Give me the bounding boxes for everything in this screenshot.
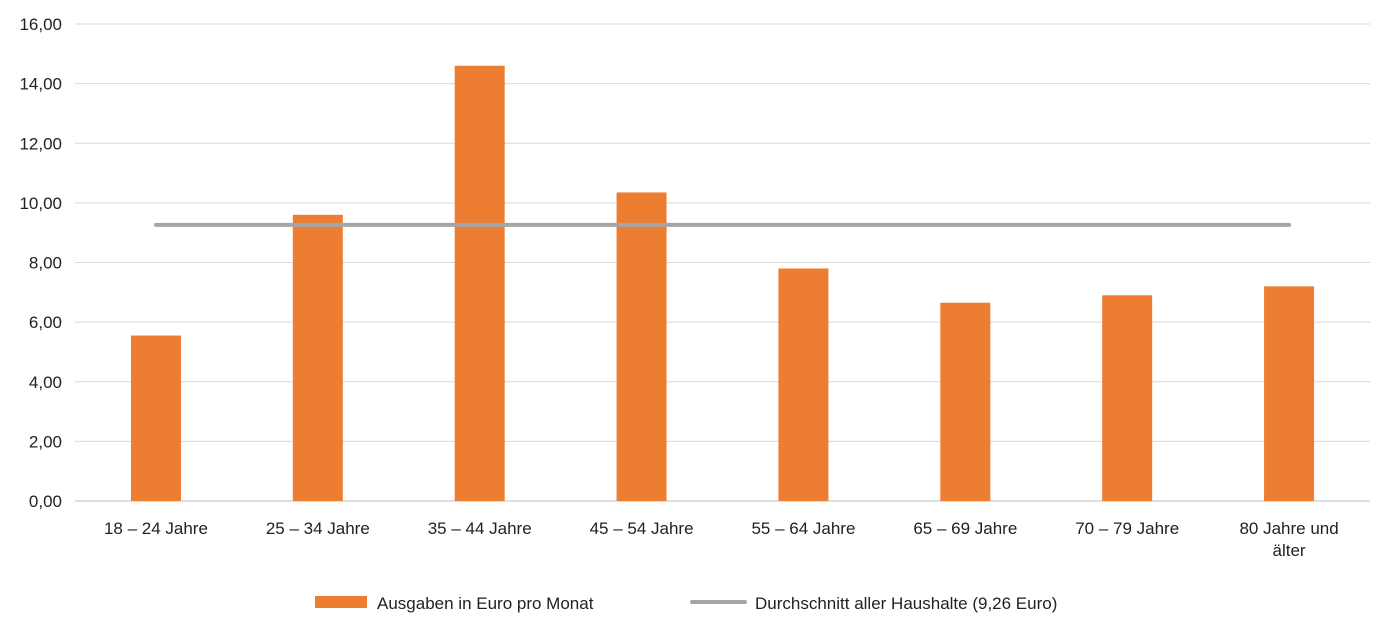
- x-tick-label: 80 Jahre und älter: [1239, 519, 1338, 560]
- x-axis-ticks: 18 – 24 Jahre 25 – 34 Jahre 35 – 44 Jahre 4…: [104, 519, 1339, 560]
- x-tick-label-line: 70 – 79 Jahre: [1075, 519, 1179, 538]
- x-tick-label: 45 – 54 Jahre: [590, 519, 694, 538]
- x-tick-label: 35 – 44 Jahre: [428, 519, 532, 538]
- x-tick-label: 70 – 79 Jahre: [1075, 519, 1179, 538]
- x-tick-label: 65 – 69 Jahre: [913, 519, 1017, 538]
- y-tick-label: 10,00: [19, 194, 62, 213]
- legend: Ausgaben in Euro pro Monat Durchschnitt …: [315, 594, 1057, 613]
- bar: [940, 302, 991, 501]
- y-tick-label: 12,00: [19, 134, 62, 153]
- x-tick-label-line: 25 – 34 Jahre: [266, 519, 370, 538]
- x-tick-label-line: 55 – 64 Jahre: [751, 519, 855, 538]
- bar: [454, 65, 505, 502]
- legend-swatch-bar: [315, 596, 367, 608]
- bar: [1102, 295, 1153, 501]
- y-axis-ticks: 0,00 2,00 4,00 6,00 8,00 10,00 12,00 14,00 16,00: [19, 15, 62, 511]
- bar: [616, 192, 667, 502]
- x-tick-label-line: älter: [1273, 541, 1306, 560]
- x-tick-label-line: 18 – 24 Jahre: [104, 519, 208, 538]
- x-tick-label-line: 35 – 44 Jahre: [428, 519, 532, 538]
- x-tick-label: 55 – 64 Jahre: [751, 519, 855, 538]
- x-tick-label: 18 – 24 Jahre: [104, 519, 208, 538]
- y-tick-label: 14,00: [19, 75, 62, 94]
- gridlines: [75, 23, 1370, 502]
- bars: [130, 65, 1315, 502]
- bar: [292, 214, 343, 502]
- x-tick-label: 25 – 34 Jahre: [266, 519, 370, 538]
- x-tick-label-line: 45 – 54 Jahre: [590, 519, 694, 538]
- bar: [1264, 286, 1315, 501]
- x-tick-label-line: 80 Jahre und: [1239, 519, 1338, 538]
- legend-label-line: Durchschnitt aller Haushalte (9,26 Euro): [755, 594, 1057, 613]
- y-tick-label: 6,00: [29, 313, 62, 332]
- bar: [778, 268, 829, 501]
- legend-label-bar: Ausgaben in Euro pro Monat: [377, 594, 594, 613]
- y-tick-label: 8,00: [29, 254, 62, 273]
- y-tick-label: 4,00: [29, 373, 62, 392]
- y-tick-label: 2,00: [29, 432, 62, 451]
- x-tick-label-line: 65 – 69 Jahre: [913, 519, 1017, 538]
- bar: [130, 335, 181, 501]
- y-tick-label: 16,00: [19, 15, 62, 34]
- y-tick-label: 0,00: [29, 492, 62, 511]
